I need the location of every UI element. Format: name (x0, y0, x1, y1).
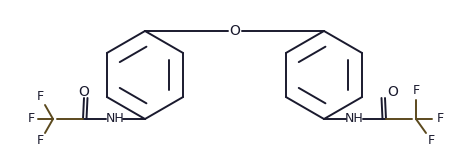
Text: F: F (412, 85, 420, 98)
Text: F: F (37, 90, 44, 103)
Text: F: F (37, 135, 44, 148)
Text: O: O (229, 24, 240, 38)
Text: F: F (437, 112, 444, 125)
Text: O: O (79, 85, 90, 99)
Text: F: F (28, 112, 35, 125)
Text: O: O (387, 85, 399, 99)
Text: NH: NH (345, 112, 363, 125)
Text: NH: NH (106, 112, 124, 125)
Text: F: F (427, 135, 435, 148)
